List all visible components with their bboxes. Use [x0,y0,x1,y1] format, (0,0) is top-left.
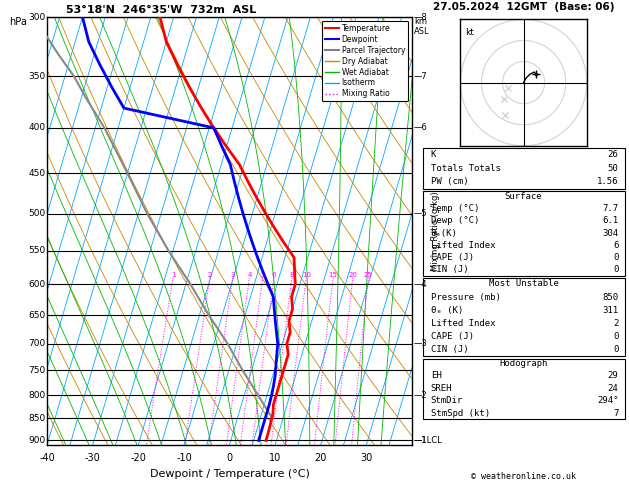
Text: 15: 15 [329,272,338,278]
Text: 0: 0 [613,332,618,341]
Text: Most Unstable: Most Unstable [489,279,559,288]
Text: 6: 6 [613,241,618,250]
Text: Mixing Ratio (g/kg): Mixing Ratio (g/kg) [431,191,440,271]
Text: 350: 350 [28,72,45,81]
Text: 400: 400 [28,123,45,132]
Text: 7.7: 7.7 [603,204,618,213]
Text: EH: EH [431,371,442,381]
Text: 3: 3 [230,272,235,278]
Text: 0: 0 [613,345,618,354]
Text: PW (cm): PW (cm) [431,177,469,186]
Text: —2: —2 [414,391,428,399]
Text: 750: 750 [28,365,45,375]
Text: 650: 650 [28,311,45,319]
Text: 30: 30 [360,453,372,464]
Text: Lifted Index: Lifted Index [431,319,495,328]
Text: CIN (J): CIN (J) [431,345,469,354]
Text: —4: —4 [414,279,428,289]
Text: 7: 7 [613,409,618,417]
Text: 6.1: 6.1 [603,216,618,226]
Text: 10: 10 [302,272,311,278]
Text: 53°18'N  246°35'W  732m  ASL: 53°18'N 246°35'W 732m ASL [66,4,256,15]
Text: 850: 850 [28,414,45,423]
Text: K: K [431,151,436,159]
Text: 700: 700 [28,339,45,348]
Text: 0: 0 [226,453,233,464]
Text: StmDir: StmDir [431,396,463,405]
Text: 850: 850 [603,293,618,301]
Text: 6: 6 [272,272,276,278]
Text: 50: 50 [608,164,618,173]
Text: SREH: SREH [431,384,452,393]
Legend: Temperature, Dewpoint, Parcel Trajectory, Dry Adiabat, Wet Adiabat, Isotherm, Mi: Temperature, Dewpoint, Parcel Trajectory… [322,21,408,102]
Text: 294°: 294° [597,396,618,405]
Text: 25: 25 [364,272,373,278]
Text: 500: 500 [28,209,45,218]
Text: θₑ(K): θₑ(K) [431,228,458,238]
Text: CAPE (J): CAPE (J) [431,332,474,341]
Text: —8: —8 [414,13,428,21]
Text: kt: kt [465,28,474,37]
Text: 304: 304 [603,228,618,238]
Text: 300: 300 [28,13,45,21]
Text: Totals Totals: Totals Totals [431,164,501,173]
Text: -10: -10 [176,453,192,464]
Text: 10: 10 [269,453,281,464]
Text: Lifted Index: Lifted Index [431,241,495,250]
Text: 550: 550 [28,246,45,255]
Text: StmSpd (kt): StmSpd (kt) [431,409,490,417]
Text: 20: 20 [348,272,357,278]
Text: 24: 24 [608,384,618,393]
Text: —7: —7 [414,72,428,81]
Text: —1: —1 [414,436,428,445]
Text: Surface: Surface [505,191,542,201]
Text: 20: 20 [314,453,327,464]
Text: -40: -40 [39,453,55,464]
Text: 29: 29 [608,371,618,381]
Text: 800: 800 [28,391,45,399]
Text: 4: 4 [247,272,252,278]
Text: CAPE (J): CAPE (J) [431,253,474,262]
Text: 0: 0 [613,253,618,262]
Text: 2: 2 [208,272,212,278]
Text: 1: 1 [170,272,175,278]
Text: 450: 450 [28,169,45,178]
Text: 5: 5 [260,272,265,278]
Text: Hodograph: Hodograph [499,359,548,368]
Text: —1LCL: —1LCL [414,436,443,445]
Text: 600: 600 [28,279,45,289]
Text: -30: -30 [85,453,101,464]
Text: —6: —6 [414,123,428,132]
Text: CIN (J): CIN (J) [431,265,469,275]
Text: 900: 900 [28,436,45,445]
Text: 311: 311 [603,306,618,314]
Text: 8: 8 [290,272,294,278]
Text: km
ASL: km ASL [414,17,430,36]
Text: 0: 0 [613,265,618,275]
Text: —3: —3 [414,339,428,348]
Text: θₑ (K): θₑ (K) [431,306,463,314]
Text: 1.56: 1.56 [597,177,618,186]
Text: 2: 2 [613,319,618,328]
Text: 27.05.2024  12GMT  (Base: 06): 27.05.2024 12GMT (Base: 06) [433,2,615,12]
Text: Pressure (mb): Pressure (mb) [431,293,501,301]
Text: Dewpoint / Temperature (°C): Dewpoint / Temperature (°C) [150,469,309,479]
Text: Temp (°C): Temp (°C) [431,204,479,213]
Text: -20: -20 [130,453,147,464]
Text: 26: 26 [608,151,618,159]
Text: Dewp (°C): Dewp (°C) [431,216,479,226]
Text: © weatheronline.co.uk: © weatheronline.co.uk [471,472,576,481]
Text: —5: —5 [414,209,428,218]
Text: hPa: hPa [9,17,27,27]
